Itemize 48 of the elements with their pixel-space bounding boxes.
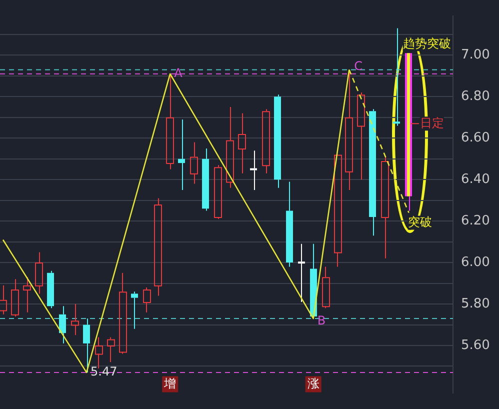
candlestick [154,198,162,296]
candlestick [143,286,151,313]
candlestick [274,94,281,188]
y-tick-label: 6.80 [461,89,490,104]
candlestick [381,156,389,259]
y-tick-label: 6.00 [461,254,490,270]
y-tick-label: 7.00 [461,48,490,63]
candlestick [107,336,115,363]
candlestick [131,291,138,330]
y-tick-label: 6.20 [461,213,490,228]
y-tick-label: 5.80 [461,296,490,312]
candlestick [59,306,66,344]
candlestick [0,284,7,315]
candlestick [83,318,90,373]
candlestick [178,118,185,190]
candlestick [298,243,305,302]
candlestick [190,142,198,184]
annotation: 涨 [307,376,320,390]
candlestick [119,272,127,354]
candlestick [369,108,376,236]
candlestick [405,53,412,212]
candlestick [226,106,234,188]
candlestick [11,278,19,317]
candlestick [238,112,246,174]
y-tick-label: 6.40 [461,172,490,187]
annotation: 趋势突破 [402,36,451,50]
y-tick-label: 5.60 [461,338,490,353]
candlestick [250,150,257,190]
annotation: 增 [163,376,176,390]
candlestick [71,304,79,336]
candlestick [393,28,400,126]
y-tick-label: 6.60 [461,130,490,146]
candlestick [357,92,365,180]
annotation: A [174,66,184,80]
annotation: 突破 [408,214,432,229]
candlestick [202,148,209,212]
candlestick [35,252,43,294]
annotation: 5.47 [90,364,118,379]
candlestick [47,270,54,309]
candlestick [286,181,293,268]
text: 日定 [420,116,444,130]
candlestick [334,154,342,268]
annotation: B [317,314,326,328]
candlestick [166,73,174,170]
candlestick [322,266,330,309]
candlestick [23,276,31,313]
candlestick [262,108,270,174]
annotation: C [354,58,363,73]
